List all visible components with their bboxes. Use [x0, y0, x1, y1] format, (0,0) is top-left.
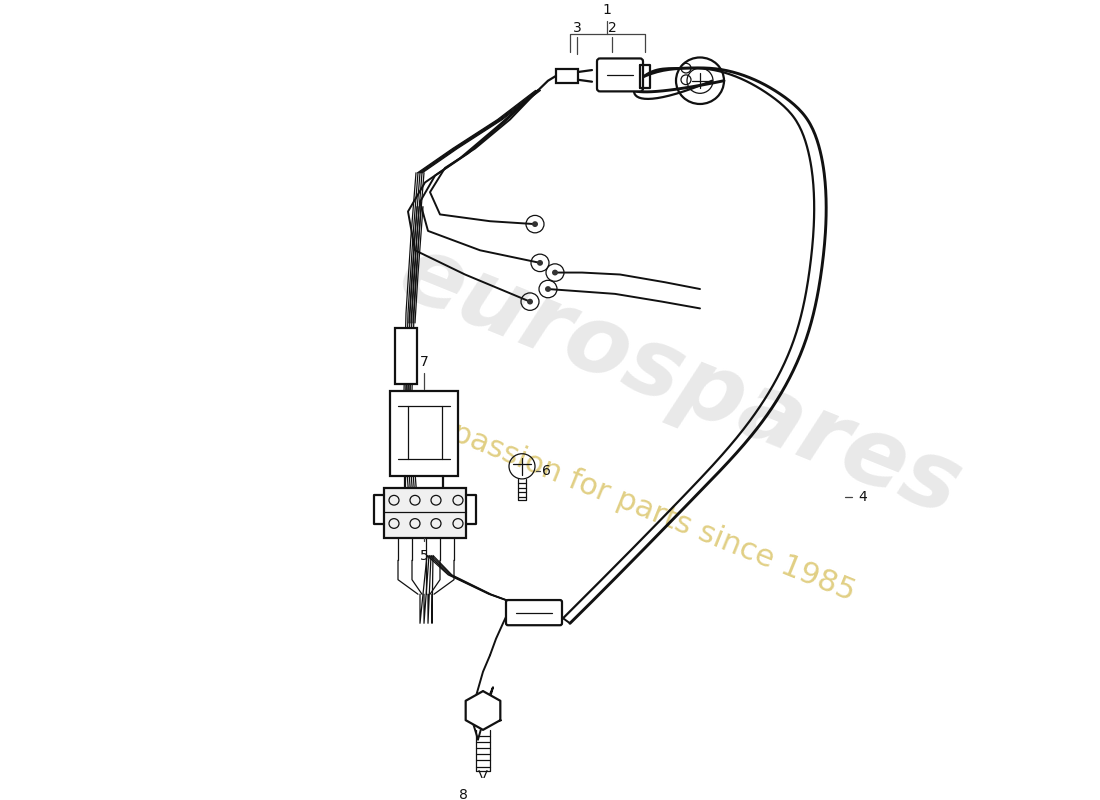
Circle shape — [527, 298, 534, 305]
Polygon shape — [465, 691, 501, 730]
Text: 5: 5 — [419, 549, 428, 562]
FancyBboxPatch shape — [384, 488, 466, 538]
Text: 6: 6 — [542, 464, 551, 478]
FancyBboxPatch shape — [390, 390, 458, 476]
Text: 4: 4 — [858, 490, 867, 504]
Text: 1: 1 — [603, 2, 612, 17]
FancyBboxPatch shape — [597, 58, 644, 91]
Text: 3: 3 — [573, 21, 582, 35]
Circle shape — [552, 270, 558, 275]
FancyBboxPatch shape — [556, 69, 578, 82]
FancyBboxPatch shape — [395, 328, 417, 384]
Text: eurospares: eurospares — [386, 226, 975, 536]
Circle shape — [532, 222, 538, 227]
Text: 2: 2 — [607, 21, 616, 35]
Text: 8: 8 — [459, 788, 468, 800]
Circle shape — [537, 260, 543, 266]
Text: 7: 7 — [419, 355, 428, 370]
FancyBboxPatch shape — [506, 600, 562, 626]
Circle shape — [544, 286, 551, 292]
Text: a passion for parts since 1985: a passion for parts since 1985 — [421, 407, 859, 607]
